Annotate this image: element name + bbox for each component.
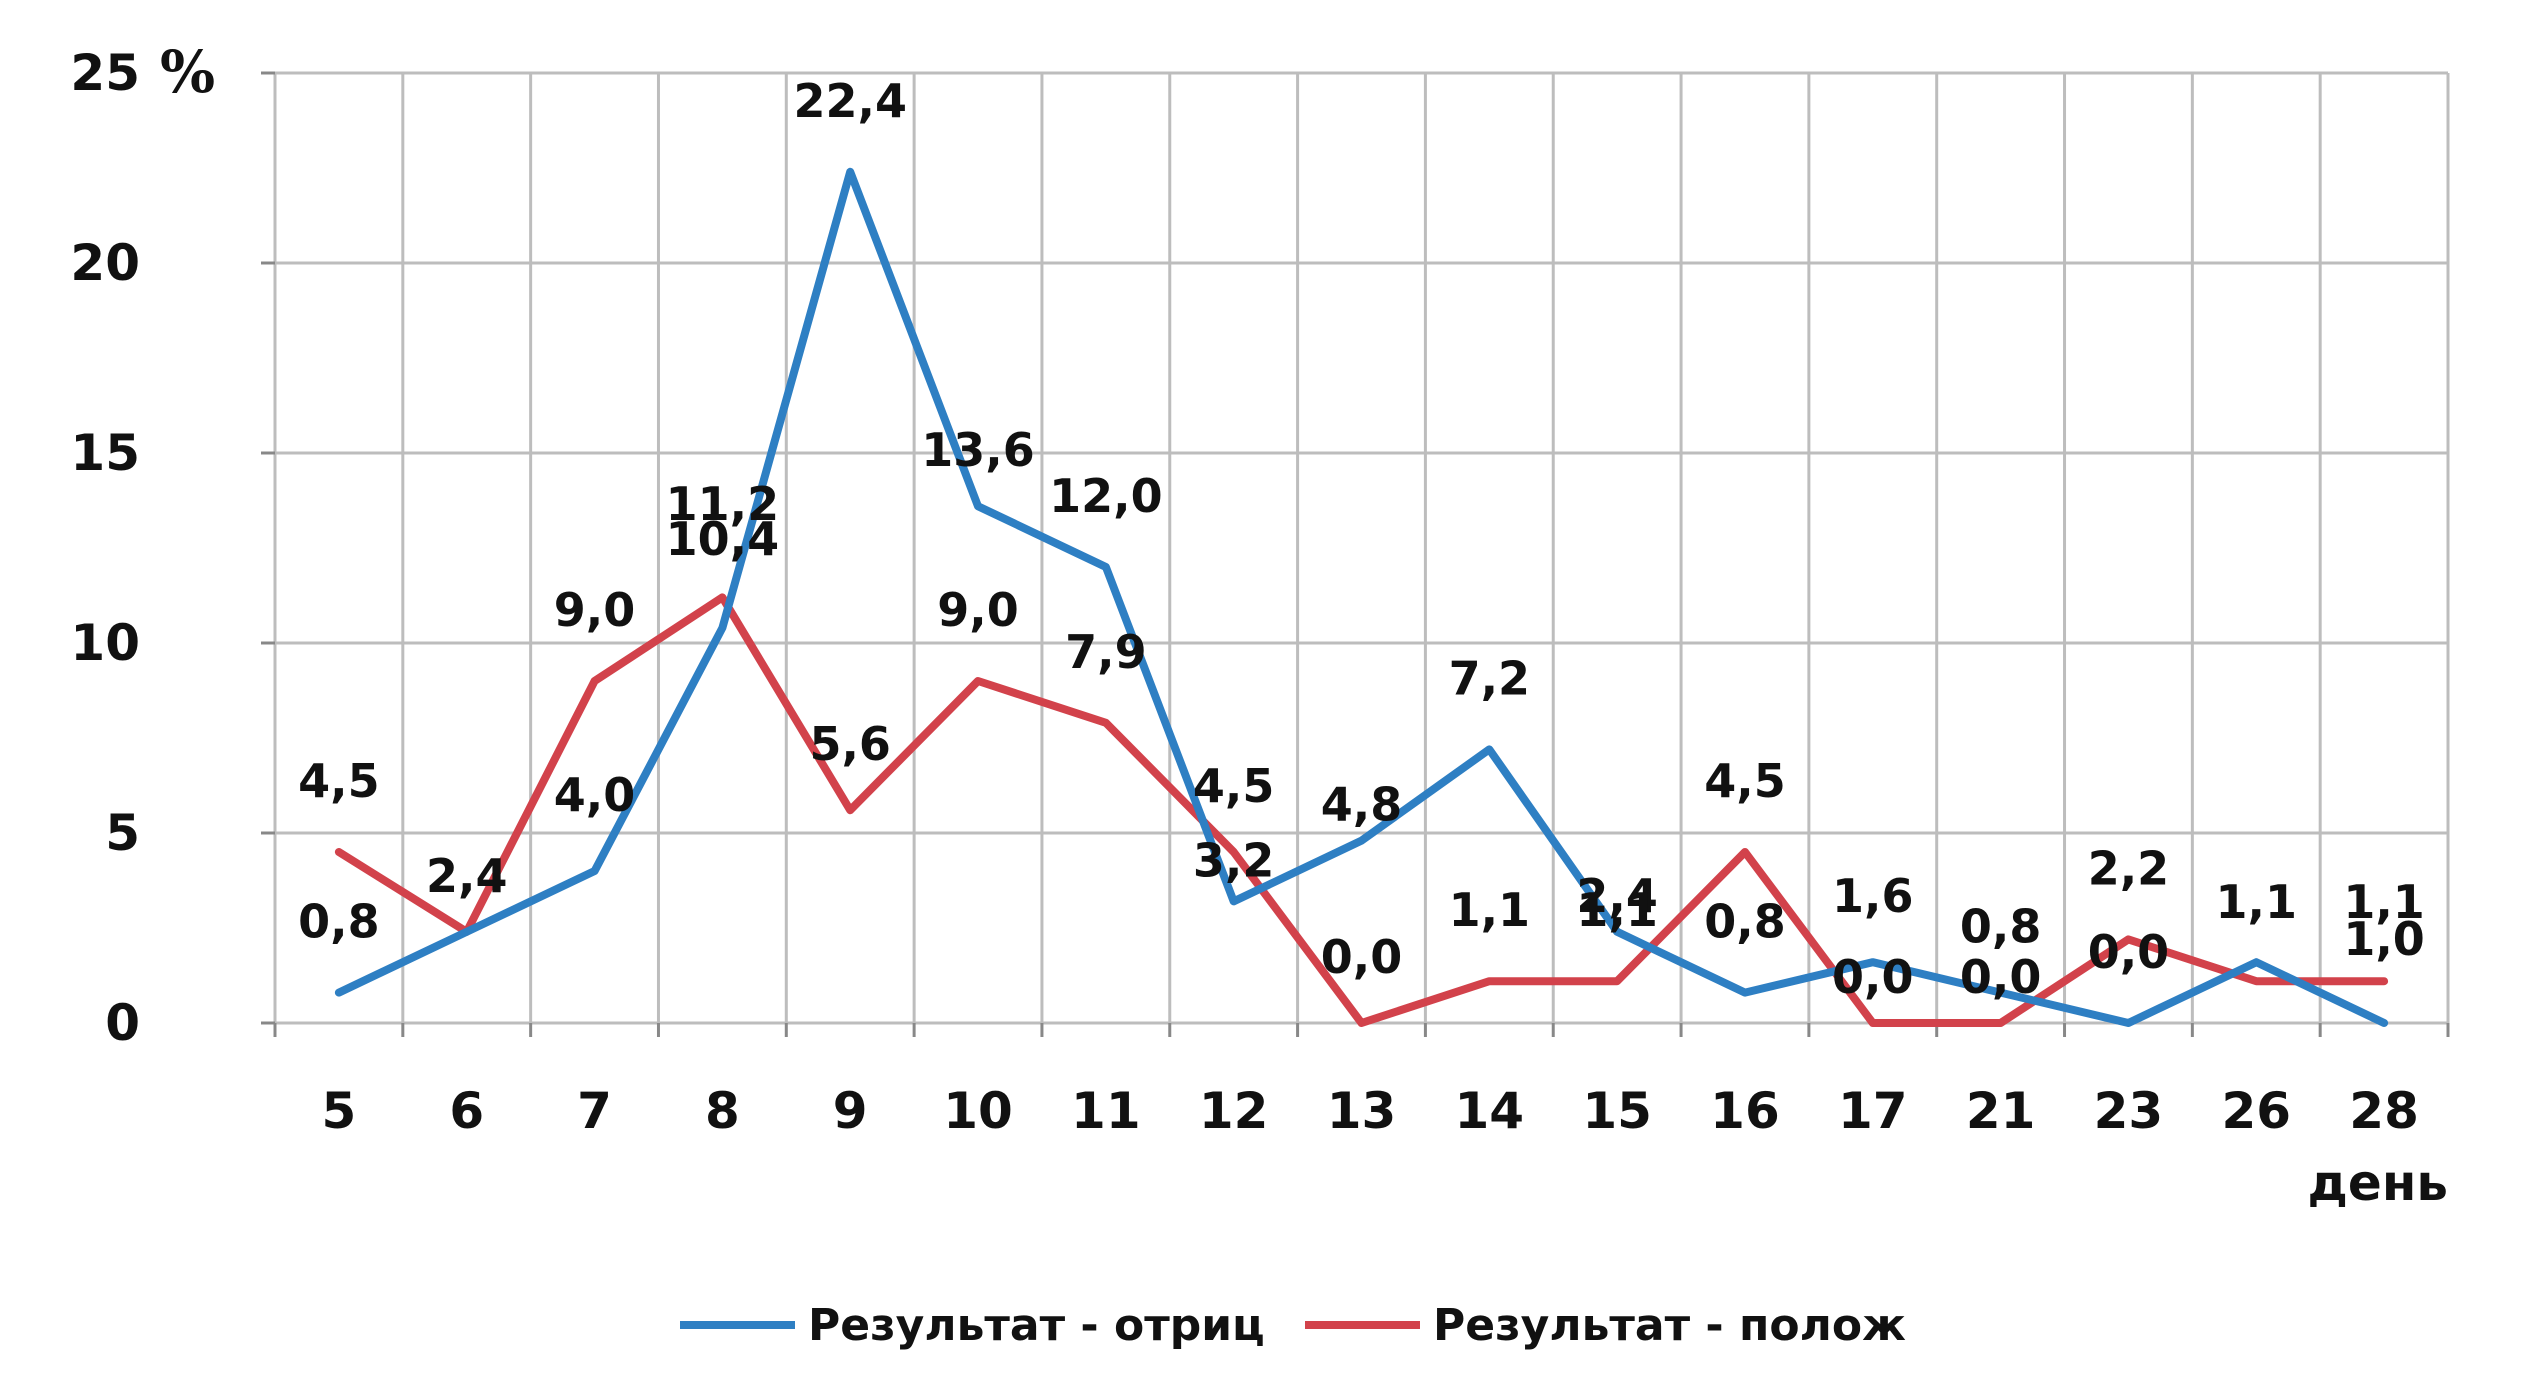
gridlines [261,71,2450,1037]
x-axis-label: день [2308,1154,2448,1212]
data-label: 10,4 [666,512,780,566]
x-tick-label: 8 [705,1082,740,1140]
x-tick-label: 28 [2349,1082,2419,1140]
data-label: 11,2 [666,477,780,531]
data-label: 4,5 [1193,759,1275,813]
data-label: 12,0 [1049,469,1163,523]
data-labels: 0,8 2,4 4,0 10,4 22,4 13,6 12,0 3,2 4,8 7,2 2,4 0,8… [298,74,2425,1004]
x-tick-label: 9 [833,1082,868,1140]
data-label: 2,4 [426,849,508,903]
x-tick-label: 16 [1710,1082,1780,1140]
x-tick-label: 10 [943,1082,1013,1140]
data-label: 3,2 [1193,833,1275,887]
data-label: 1,6 [1832,869,1914,923]
series-lines [334,167,2389,1027]
legend-label: Результат - отриц [808,1300,1265,1351]
y-axis-ticks: 0 5 10 15 20 25 [70,44,140,1052]
x-tick-label: 14 [1455,1082,1525,1140]
data-label: 0,0 [1960,950,2042,1004]
data-label: 0,0 [1321,930,1403,984]
x-tick-label: 26 [2221,1082,2291,1140]
x-axis-ticks: 5 6 7 8 9 10 11 12 13 14 15 16 17 21 23 26 28 [322,1082,2419,1140]
y-tick-label: 5 [105,804,140,862]
y-tick-label: 0 [105,994,140,1052]
y-tick-label: 25 [70,44,140,102]
data-label: 4,8 [1321,778,1403,832]
data-label: 1,1 [1449,883,1531,937]
x-tick-label: 6 [449,1082,484,1140]
data-label: 4,5 [1704,754,1786,808]
data-label: 5,6 [809,717,891,771]
series-line [334,167,2389,1027]
data-label: 22,4 [793,74,907,128]
y-tick-label: 20 [70,234,140,292]
y-axis-unit: % [160,38,215,106]
data-label: 9,0 [937,583,1019,637]
x-tick-label: 7 [577,1082,612,1140]
data-label: 0,8 [1704,895,1786,949]
data-label: 0,0 [2088,925,2170,979]
x-tick-label: 11 [1071,1082,1141,1140]
y-tick-label: 15 [70,424,140,482]
data-label: 9,0 [554,583,636,637]
y-tick-label: 10 [70,614,140,672]
data-label: 0,0 [1832,950,1914,1004]
data-label: 1,1 [2343,875,2425,929]
data-label: 4,5 [298,754,380,808]
data-label: 13,6 [921,423,1035,477]
data-label: 4,0 [554,768,636,822]
x-tick-label: 23 [2094,1082,2164,1140]
data-label: 0,8 [298,895,380,949]
data-label: 2,4 [1576,869,1658,923]
data-label: 0,8 [1960,900,2042,954]
data-label: 7,9 [1065,625,1147,679]
x-tick-label: 5 [322,1082,357,1140]
series-line [334,593,2389,1027]
data-label: 7,2 [1449,651,1531,705]
data-label: 1,0 [2343,912,2425,966]
x-tick-label: 15 [1582,1082,1652,1140]
data-label: 1,1 [1576,883,1658,937]
x-tick-label: 12 [1199,1082,1269,1140]
legend-label: Результат - полож [1433,1300,1906,1351]
data-label: 1,1 [2216,875,2298,929]
legend: Результат - отриц Результат - полож [680,1300,1906,1351]
x-tick-label: 13 [1327,1082,1397,1140]
x-tick-label: 17 [1838,1082,1908,1140]
x-tick-label: 21 [1966,1082,2036,1140]
data-label: 2,2 [2088,841,2170,895]
